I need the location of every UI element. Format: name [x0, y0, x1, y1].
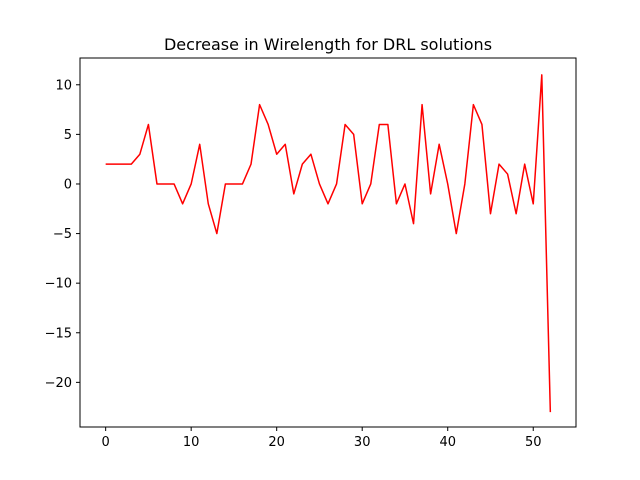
y-tick-label: −15	[45, 326, 72, 341]
x-tick-label: 0	[102, 435, 110, 450]
y-tick-label: −20	[45, 376, 72, 391]
x-tick-label: 40	[439, 435, 456, 450]
plot-area	[105, 74, 552, 413]
x-tick-label: 10	[183, 435, 200, 450]
x-tick-label: 20	[268, 435, 285, 450]
axes-frame	[79, 57, 577, 428]
y-tick-label: −5	[53, 227, 72, 242]
chart-title: Decrease in Wirelength for DRL solutions	[164, 35, 492, 54]
y-axis: 10 5 0 −5 −10 −15 −20	[45, 78, 80, 391]
y-tick-label: 5	[64, 128, 72, 143]
y-tick-label: 10	[55, 78, 72, 93]
series-line-0	[105, 74, 552, 413]
x-tick-label: 50	[525, 435, 542, 450]
y-tick-label: 0	[64, 177, 72, 192]
x-tick-label: 30	[354, 435, 371, 450]
x-axis: 0 10 20 30 40 50	[102, 427, 542, 450]
y-tick-label: −10	[45, 277, 72, 292]
